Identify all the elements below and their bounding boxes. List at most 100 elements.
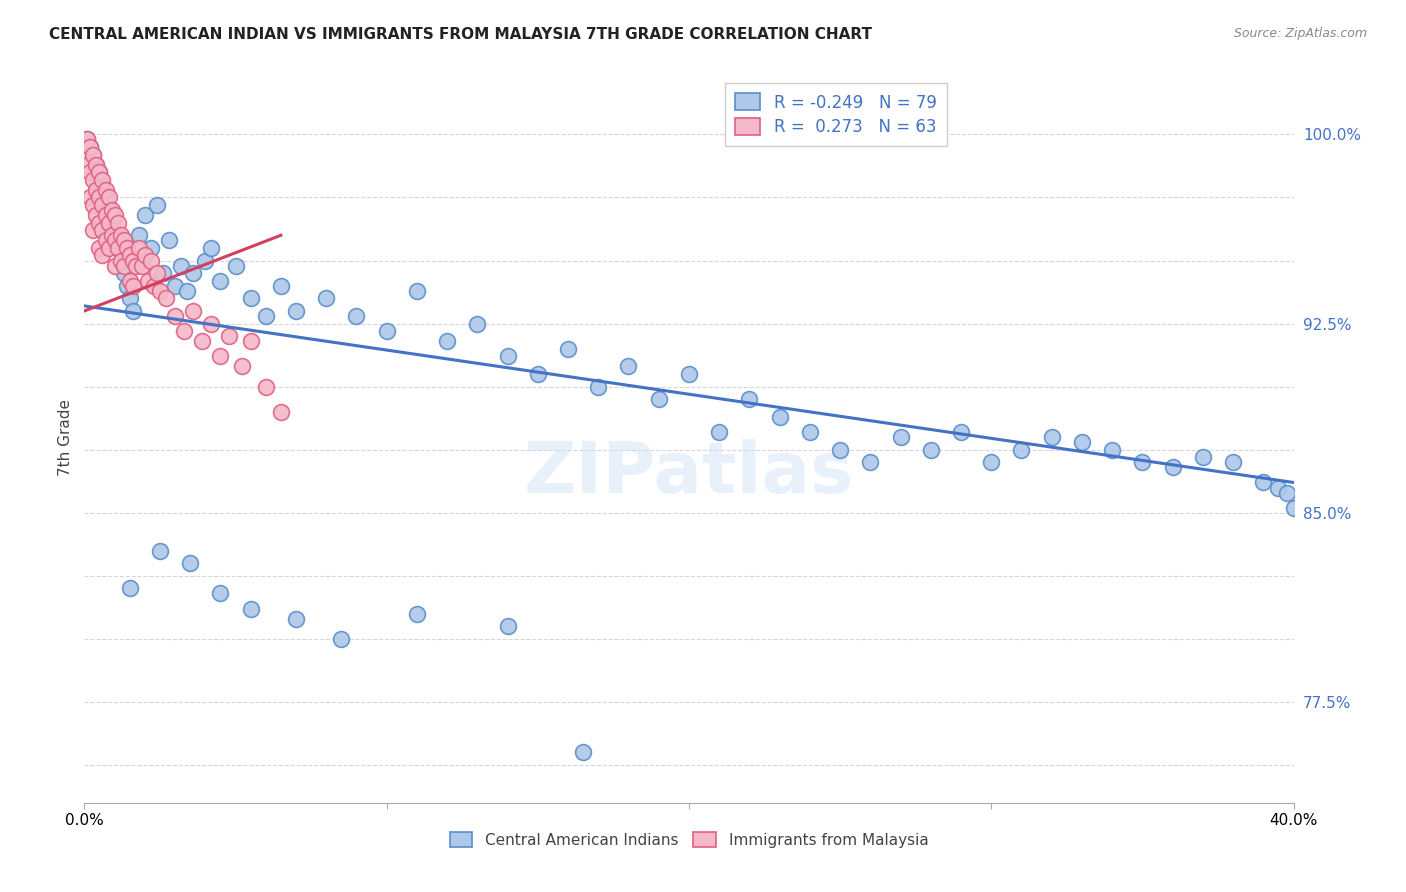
- Point: [617, 359, 640, 374]
- Point: [134, 248, 156, 262]
- Point: [285, 612, 308, 626]
- Point: [648, 392, 671, 407]
- Point: [91, 248, 114, 262]
- Point: [79, 140, 101, 154]
- Point: [1101, 442, 1123, 457]
- Point: [125, 259, 148, 273]
- Point: [678, 367, 700, 381]
- Point: [146, 198, 169, 212]
- Point: [91, 178, 114, 192]
- Point: [165, 309, 187, 323]
- Point: [97, 190, 120, 204]
- Point: [100, 216, 122, 230]
- Point: [104, 228, 127, 243]
- Point: [118, 248, 141, 262]
- Point: [107, 241, 129, 255]
- Point: [209, 274, 232, 288]
- Point: [920, 442, 942, 457]
- Text: CENTRAL AMERICAN INDIAN VS IMMIGRANTS FROM MALAYSIA 7TH GRADE CORRELATION CHART: CENTRAL AMERICAN INDIAN VS IMMIGRANTS FR…: [49, 27, 872, 42]
- Point: [406, 607, 429, 621]
- Point: [1040, 430, 1063, 444]
- Point: [112, 259, 135, 273]
- Point: [254, 379, 277, 393]
- Point: [152, 266, 174, 280]
- Point: [82, 223, 104, 237]
- Point: [110, 228, 132, 243]
- Point: [89, 216, 111, 230]
- Point: [128, 241, 150, 255]
- Point: [86, 183, 108, 197]
- Point: [76, 132, 98, 146]
- Point: [97, 241, 120, 255]
- Point: [82, 173, 104, 187]
- Point: [104, 208, 127, 222]
- Point: [231, 359, 253, 374]
- Point: [110, 253, 132, 268]
- Point: [94, 183, 117, 197]
- Point: [173, 324, 195, 338]
- Point: [97, 203, 120, 218]
- Point: [157, 233, 180, 247]
- Point: [1253, 475, 1275, 490]
- Point: [91, 198, 114, 212]
- Point: [121, 278, 143, 293]
- Y-axis label: 7th Grade: 7th Grade: [58, 399, 73, 475]
- Point: [139, 241, 162, 255]
- Point: [239, 334, 262, 349]
- Point: [134, 208, 156, 222]
- Point: [97, 216, 120, 230]
- Point: [94, 233, 117, 247]
- Point: [285, 304, 308, 318]
- Point: [738, 392, 761, 407]
- Point: [139, 253, 162, 268]
- Point: [104, 259, 127, 273]
- Point: [121, 304, 143, 318]
- Point: [218, 329, 240, 343]
- Point: [181, 266, 204, 280]
- Point: [1267, 481, 1289, 495]
- Point: [128, 228, 150, 243]
- Point: [179, 556, 201, 570]
- Point: [191, 334, 214, 349]
- Point: [118, 291, 141, 305]
- Point: [209, 350, 232, 364]
- Point: [79, 140, 101, 154]
- Point: [91, 223, 114, 237]
- Point: [89, 165, 111, 179]
- Point: [588, 379, 610, 393]
- Point: [82, 147, 104, 161]
- Point: [496, 619, 519, 633]
- Point: [118, 274, 141, 288]
- Point: [769, 409, 792, 424]
- Point: [346, 309, 368, 323]
- Text: ZIPatlas: ZIPatlas: [524, 439, 853, 508]
- Point: [107, 216, 129, 230]
- Point: [254, 309, 277, 323]
- Point: [557, 342, 579, 356]
- Point: [799, 425, 821, 439]
- Point: [107, 241, 129, 255]
- Point: [94, 190, 117, 204]
- Point: [79, 190, 101, 204]
- Point: [104, 233, 127, 247]
- Point: [155, 291, 177, 305]
- Point: [142, 278, 165, 293]
- Point: [165, 278, 187, 293]
- Point: [181, 304, 204, 318]
- Point: [572, 745, 595, 759]
- Point: [830, 442, 852, 457]
- Point: [82, 147, 104, 161]
- Point: [94, 208, 117, 222]
- Point: [76, 158, 98, 172]
- Point: [176, 284, 198, 298]
- Point: [89, 190, 111, 204]
- Point: [91, 173, 114, 187]
- Point: [170, 259, 193, 273]
- Point: [200, 317, 222, 331]
- Point: [146, 266, 169, 280]
- Point: [1192, 450, 1215, 465]
- Point: [149, 284, 172, 298]
- Point: [86, 208, 108, 222]
- Point: [709, 425, 731, 439]
- Point: [1222, 455, 1244, 469]
